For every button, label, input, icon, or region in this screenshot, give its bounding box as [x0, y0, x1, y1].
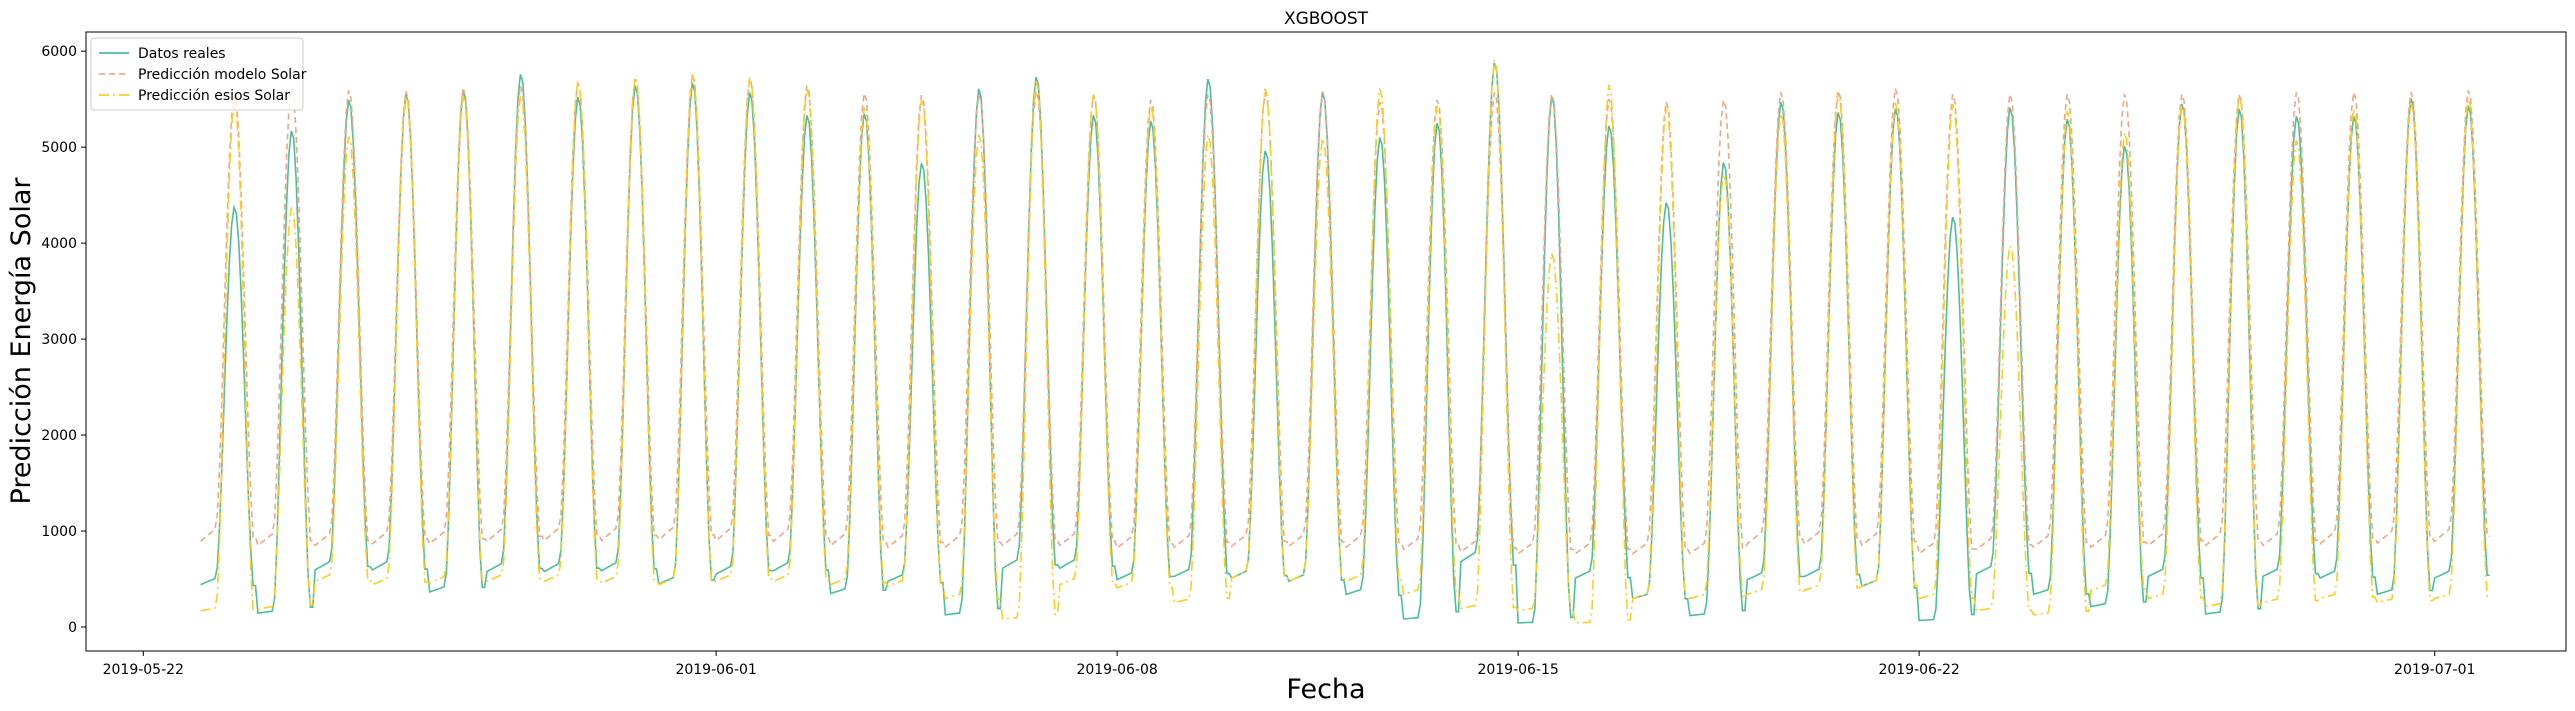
plot-frame — [85, 31, 2567, 652]
series-line-1 — [200, 74, 2490, 555]
chart-title: XGBOOST — [1284, 9, 1369, 29]
y-tick-label: 3000 — [41, 332, 77, 348]
x-tick-label: 2019-06-22 — [1878, 662, 1959, 678]
plot-area — [200, 59, 2490, 624]
legend-box — [90, 37, 304, 111]
legend-label: Datos reales — [138, 46, 226, 62]
x-tick-label: 2019-07-01 — [2394, 662, 2475, 678]
legend: Datos reales Predicción modelo Solar Predi… — [90, 37, 307, 111]
y-tick-label: 6000 — [41, 44, 77, 60]
y-tick-label: 4000 — [41, 236, 77, 252]
x-tick-label: 2019-06-15 — [1477, 662, 1558, 678]
x-tick-label: 2019-05-22 — [103, 662, 184, 678]
y-axis: 0 1000 2000 3000 4000 5000 6000 — [41, 44, 86, 636]
x-tick-label: 2019-06-01 — [675, 662, 756, 678]
y-tick-label: 2000 — [41, 428, 77, 444]
y-axis-label: Predicción Energía Solar — [6, 177, 37, 505]
x-tick-label: 2019-06-08 — [1076, 662, 1157, 678]
series-line-2 — [200, 59, 2490, 624]
y-tick-label: 1000 — [41, 524, 77, 540]
x-axis-label: Fecha — [1286, 674, 1365, 705]
legend-label: Predicción esios Solar — [138, 88, 290, 104]
y-tick-label: 5000 — [41, 140, 77, 156]
x-axis: 2019-05-22 2019-06-01 2019-06-08 2019-06-15… — [103, 651, 2475, 678]
legend-label: Predicción modelo Solar — [138, 67, 307, 83]
y-tick-label: 0 — [68, 620, 77, 636]
